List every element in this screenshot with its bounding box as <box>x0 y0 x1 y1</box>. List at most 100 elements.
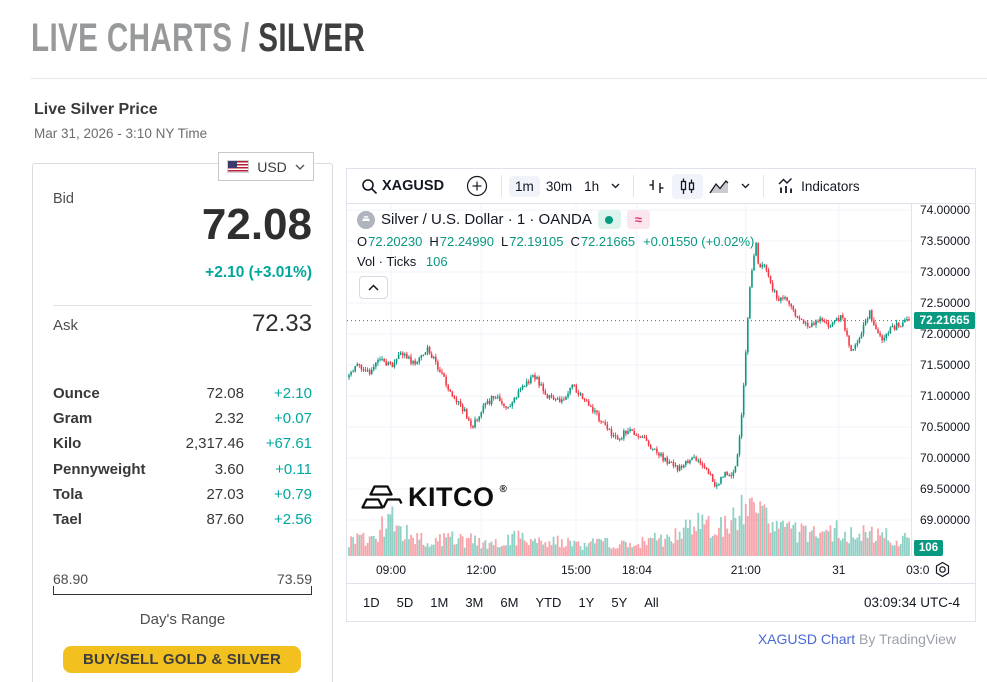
price-tick: 69.50000 <box>920 482 971 496</box>
bars-chart-icon <box>647 177 666 196</box>
unit-change: +0.07 <box>274 410 312 428</box>
range-button-5d[interactable]: 5D <box>396 594 414 610</box>
unit-row-gram: Gram 2.32 +0.07 <box>53 406 312 431</box>
candlestick-chart-canvas[interactable] <box>347 204 911 556</box>
registered-mark: ® <box>499 484 507 495</box>
range-button-5y[interactable]: 5Y <box>611 594 628 610</box>
gear-icon[interactable] <box>934 561 951 581</box>
unit-change: +0.11 <box>275 460 312 478</box>
style-bars-button[interactable] <box>641 174 672 199</box>
price-tick: 73.50000 <box>920 234 971 248</box>
style-area-button[interactable] <box>703 175 735 198</box>
unit-label: Tola <box>53 485 83 503</box>
range-button-6m[interactable]: 6M <box>500 594 519 610</box>
range-button-1y[interactable]: 1Y <box>578 594 595 610</box>
price-tick: 74.00000 <box>920 203 971 217</box>
close-value: 72.21665 <box>580 234 636 249</box>
kitco-wordmark: KITCO <box>408 482 495 512</box>
unit-value: 72.08 <box>206 385 244 403</box>
high-value: 72.24990 <box>439 234 494 249</box>
range-button-ytd[interactable]: YTD <box>535 594 562 610</box>
volume-badge: 106 <box>914 540 943 556</box>
interval-1m-button[interactable]: 1m <box>509 175 540 197</box>
header-divider <box>31 78 987 79</box>
interval-1h-button[interactable]: 1h <box>578 176 605 197</box>
attribution-rest: By TradingView <box>855 631 956 647</box>
price-tick: 71.50000 <box>920 358 971 372</box>
open-value: 72.20230 <box>368 234 423 249</box>
time-tick: 15:00 <box>560 563 591 577</box>
us-flag-icon <box>227 160 250 173</box>
close-label: C <box>570 234 580 249</box>
compare-add-button[interactable] <box>460 172 494 200</box>
candlestick-chart-icon <box>678 177 697 196</box>
interval-30m-button[interactable]: 30m <box>540 176 578 197</box>
indicators-label: Indicators <box>801 178 860 194</box>
bid-label: Bid <box>53 191 74 207</box>
toolbar-separator <box>501 175 503 197</box>
symbol-search-button[interactable]: XAGUSD <box>355 175 450 198</box>
range-button-1m[interactable]: 1M <box>430 594 449 610</box>
area-chart-icon <box>709 178 729 195</box>
unit-label: Gram <box>53 410 93 428</box>
timestamp: Mar 31, 2026 - 3:10 NY Time <box>34 126 208 141</box>
price-tick: 72.00000 <box>920 327 971 341</box>
last-price-badge: 72.21665 <box>914 312 975 330</box>
legend-title: Silver / U.S. Dollar · 1 · OANDA <box>381 211 592 228</box>
market-open-status-icon[interactable] <box>597 210 621 229</box>
price-tick: 70.00000 <box>920 451 971 465</box>
buy-sell-button[interactable]: BUY/SELL GOLD & SILVER <box>63 646 301 673</box>
chevron-down-icon <box>295 164 305 170</box>
silver-logo-icon <box>357 210 375 229</box>
breadcrumb: LIVE CHARTS / <box>31 16 259 60</box>
toolbar-separator <box>633 175 635 197</box>
volume-label: Vol · Ticks <box>357 254 417 269</box>
style-candles-button[interactable] <box>672 173 704 199</box>
delayed-data-icon[interactable]: ≈ <box>626 210 650 229</box>
time-axis[interactable]: 09:00 12:00 15:00 18:04 21:00 31 03:0 <box>347 556 975 584</box>
time-tick: 21:00 <box>730 563 761 577</box>
range-button-all[interactable]: All <box>644 594 659 610</box>
ask-value: 72.33 <box>251 310 312 337</box>
toolbar-separator <box>763 175 765 197</box>
chart-toolbar: XAGUSD 1m 30m 1h <box>347 169 975 204</box>
price-axis[interactable]: 72.21665 106 74.00000 73.50000 73.00000 72.… <box>911 203 975 556</box>
day-range-high: 73.59 <box>276 571 312 587</box>
high-label: H <box>429 234 439 249</box>
range-button-3m[interactable]: 3M <box>465 594 484 610</box>
style-menu-button[interactable] <box>735 180 756 192</box>
attribution-link[interactable]: XAGUSD Chart <box>757 631 856 647</box>
ohlc-row: O72.20230 H72.24990 L72.19105 C72.21665 … <box>357 234 754 249</box>
unit-row-tola: Tola 27.03 +0.79 <box>53 482 312 507</box>
kitco-watermark: KITCO ® <box>361 482 507 512</box>
legend-collapse-button[interactable] <box>359 276 388 299</box>
unit-row-kilo: Kilo 2,317.46 +67.61 <box>53 431 312 456</box>
unit-price-table: Ounce 72.08 +2.10 Gram 2.32 +0.07 Kilo 2,317.46… <box>53 381 312 532</box>
plus-circle-icon <box>466 175 488 197</box>
unit-change: +2.10 <box>274 385 312 403</box>
attribution: XAGUSD Chart By TradingView <box>346 631 956 647</box>
range-button-1d[interactable]: 1D <box>363 594 380 610</box>
indicators-button[interactable]: Indicators <box>771 174 866 198</box>
breadcrumb-current: SILVER <box>258 16 366 60</box>
change-value: +0.01550 (+0.02%) <box>643 234 755 249</box>
unit-label: Ounce <box>53 385 100 403</box>
page-title: LIVE CHARTS / SILVER <box>31 16 365 61</box>
unit-change: +0.79 <box>274 485 312 503</box>
price-tick: 70.50000 <box>920 420 971 434</box>
unit-value: 3.60 <box>214 460 244 478</box>
unit-value: 87.60 <box>206 511 244 529</box>
price-tick: 72.50000 <box>920 296 971 310</box>
quote-card: Bid 72.08 +2.10 (+3.01%) Ask 72.33 Ounce… <box>32 163 333 682</box>
chart-pane[interactable]: Silver / U.S. Dollar · 1 · OANDA ≈ O72.2… <box>347 204 911 556</box>
low-value: 72.19105 <box>509 234 564 249</box>
unit-row-ounce: Ounce 72.08 +2.10 <box>53 381 312 406</box>
range-buttons: 1D 5D 1M 3M 6M YTD 1Y 5Y All <box>362 593 660 612</box>
chart-clock[interactable]: 03:09:34 UTC-4 <box>863 594 960 610</box>
symbol-label: XAGUSD <box>382 178 445 194</box>
unit-label: Pennyweight <box>53 460 146 478</box>
chevron-down-icon <box>741 183 750 189</box>
interval-menu-button[interactable] <box>605 180 626 192</box>
currency-dropdown[interactable]: USD <box>218 152 314 181</box>
divider <box>53 305 312 306</box>
